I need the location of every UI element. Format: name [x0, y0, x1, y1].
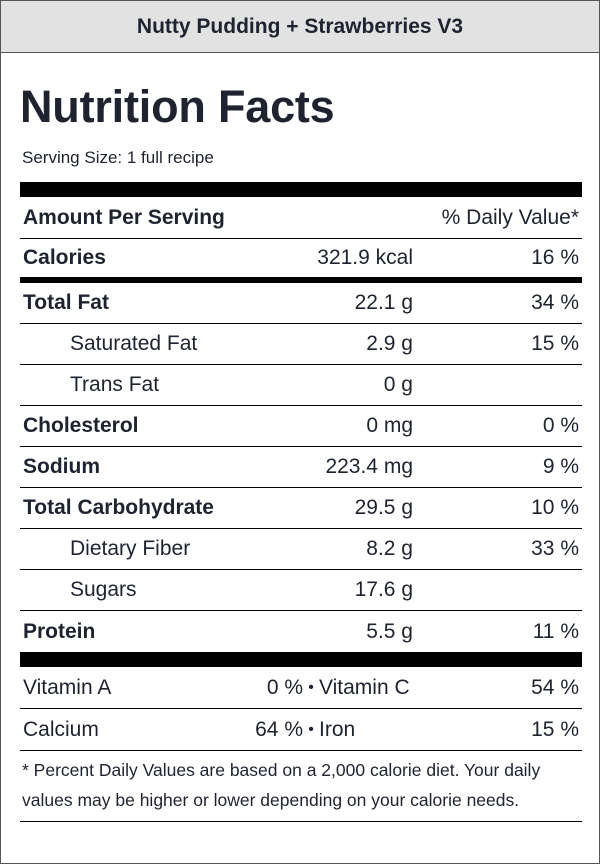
nutrient-row-sodium: Sodium 223.4 mg 9 % [20, 447, 582, 488]
nutrient-amount: 2.9 g [366, 332, 413, 355]
nutrient-pct: 11 % [532, 619, 579, 643]
nutrient-row-sugars: Sugars 17.6 g [20, 570, 582, 611]
vitamin-name: Vitamin C [319, 675, 410, 699]
nutrient-row-saturated-fat: Saturated Fat 2.9 g 15 % [20, 324, 582, 365]
divider-thick [20, 182, 582, 197]
calories-label: Calories [23, 246, 106, 269]
nutrient-pct: 9 % [542, 455, 579, 478]
nutrient-pct: 34 % [531, 291, 579, 314]
nutrient-amount: 8.2 g [366, 537, 413, 560]
bullet-separator: • [308, 720, 314, 738]
serving-size: Serving Size: 1 full recipe [22, 148, 214, 167]
header-row: Amount Per Serving % Daily Value* [20, 197, 582, 239]
nutrient-row-cholesterol: Cholesterol 0 mg 0 % [20, 406, 582, 447]
vitamin-pct: 0 % [266, 675, 303, 699]
nutrient-label: Total Fat [23, 291, 109, 314]
recipe-title: Nutty Pudding + Strawberries V3 [1, 1, 599, 53]
daily-value-footnote: * Percent Daily Values are based on a 2,… [20, 751, 582, 822]
nutrient-pct: 10 % [531, 496, 579, 519]
nutrient-row-trans-fat: Trans Fat 0 g [20, 365, 582, 406]
nutrition-panel: Nutrition Facts Serving Size: 1 full rec… [20, 53, 582, 822]
nutrient-amount: 223.4 mg [325, 455, 413, 478]
nutrient-amount: 22.1 g [354, 291, 413, 314]
facts-heading: Nutrition Facts [20, 81, 335, 132]
vitamin-name: Iron [319, 717, 356, 741]
daily-value-label: % Daily Value* [441, 205, 579, 229]
nutrient-amount: 0 mg [366, 414, 413, 437]
divider-thick [20, 652, 582, 667]
nutrient-label: Sugars [70, 578, 137, 601]
vitamin-pct: 64 % [255, 717, 303, 741]
bullet-separator: • [308, 678, 314, 696]
nutrient-label: Sodium [23, 455, 100, 478]
nutrient-label: Protein [23, 619, 96, 643]
nutrient-pct: 15 % [531, 332, 579, 355]
amount-per-serving-label: Amount Per Serving [23, 205, 225, 229]
calories-row: Calories 321.9 kcal 16 % [20, 239, 582, 283]
nutrient-label: Saturated Fat [70, 332, 198, 355]
vitamin-name: Vitamin A [23, 675, 112, 699]
nutrient-row-dietary-fiber: Dietary Fiber 8.2 g 33 % [20, 529, 582, 570]
nutrient-row-total-fat: Total Fat 22.1 g 34 % [20, 283, 582, 324]
vitamin-pct: 54 % [531, 675, 579, 699]
nutrient-amount: 0 g [383, 373, 413, 396]
vitamin-pct: 15 % [531, 717, 579, 741]
nutrient-amount: 5.5 g [366, 619, 413, 643]
nutrient-pct: 0 % [542, 414, 579, 437]
vitamin-name: Calcium [23, 717, 99, 741]
nutrient-label: Cholesterol [23, 414, 139, 437]
nutrient-pct: 33 % [531, 537, 579, 560]
nutrient-row-total-carbohydrate: Total Carbohydrate 29.5 g 10 % [20, 488, 582, 529]
calories-amount: 321.9 kcal [317, 246, 413, 269]
nutrient-amount: 17.6 g [354, 578, 413, 601]
nutrient-amount: 29.5 g [354, 496, 413, 519]
nutrient-label: Trans Fat [70, 373, 160, 396]
vitamin-row: Vitamin A 0 % • Vitamin C 54 % [20, 667, 582, 709]
vitamin-row: Calcium 64 % • Iron 15 % [20, 709, 582, 751]
nutrient-label: Total Carbohydrate [23, 496, 214, 519]
nutrient-label: Dietary Fiber [70, 537, 191, 560]
calories-pct: 16 % [531, 246, 579, 269]
nutrient-row-protein: Protein 5.5 g 11 % [20, 611, 582, 652]
